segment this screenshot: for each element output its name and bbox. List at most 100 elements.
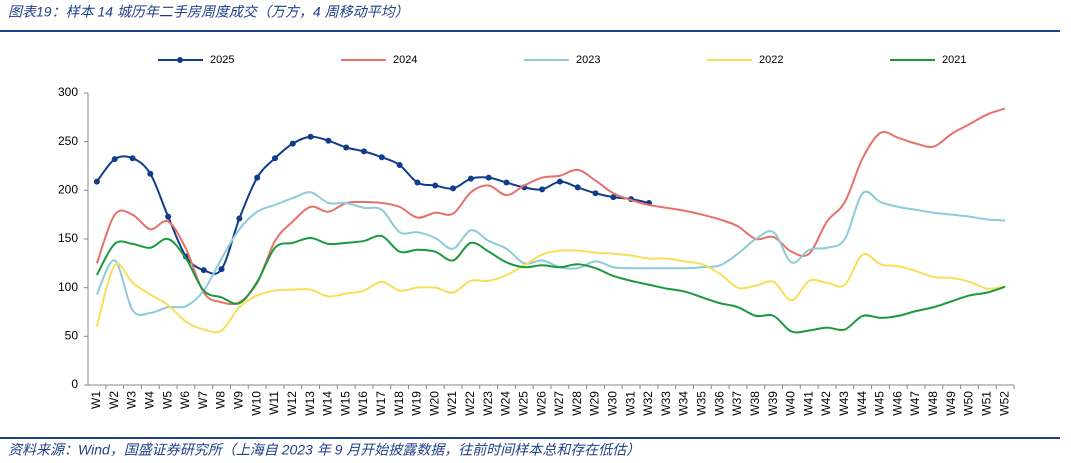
x-tick-label: W10 (249, 391, 263, 416)
series-line (95, 249, 1006, 334)
x-tick-label: W27 (552, 391, 566, 416)
legend-label: 2021 (942, 54, 966, 66)
point-marker (200, 267, 207, 274)
x-tick-label: W37 (730, 391, 744, 416)
point-marker (111, 156, 118, 163)
x-tick-label: W51 (979, 391, 993, 416)
point-marker (271, 155, 278, 162)
point-marker (503, 179, 510, 186)
legend-label: 2022 (759, 54, 783, 66)
x-tick-label: W2 (107, 391, 121, 409)
x-tick-label: W47 (908, 391, 922, 416)
x-tick-label: W32 (641, 391, 655, 416)
x-tick-label: W22 (463, 391, 477, 416)
x-tick-label: W38 (748, 391, 762, 416)
y-tick-label: 300 (58, 85, 78, 99)
x-tick-label: W5 (160, 391, 174, 409)
x-tick-label: W40 (784, 391, 798, 416)
point-marker (450, 185, 457, 192)
x-tick-label: W31 (623, 391, 637, 416)
x-tick-label: W44 (855, 391, 869, 416)
x-tick-label: W7 (196, 391, 210, 409)
point-marker (574, 184, 581, 191)
x-tick-label: W6 (178, 391, 192, 409)
x-tick-label: W36 (712, 391, 726, 416)
x-tick-label: W16 (356, 391, 370, 416)
point-marker (556, 178, 563, 185)
x-tick-label: W14 (321, 391, 335, 416)
x-tick-label: W52 (997, 391, 1011, 416)
y-tick-label: 250 (58, 134, 78, 148)
point-marker (218, 266, 225, 273)
legend-label: 2025 (210, 54, 234, 66)
chart-title: 图表19：样本 14 城历年二手房周度成交（万方，4 周移动平均） (8, 4, 409, 20)
x-tick-label: W20 (427, 391, 441, 416)
x-tick-label: W49 (944, 391, 958, 416)
x-tick-label: W39 (766, 391, 780, 416)
point-marker (467, 175, 474, 182)
x-tick-label: W19 (410, 391, 424, 416)
point-marker (129, 155, 136, 162)
y-tick-label: 100 (58, 280, 78, 294)
y-tick-label: 50 (65, 329, 79, 343)
x-tick-label: W30 (605, 391, 619, 416)
series-line (95, 190, 1006, 316)
x-tick-label: W35 (695, 391, 709, 416)
x-tick-label: W29 (588, 391, 602, 416)
x-tick-label: W11 (267, 391, 281, 415)
series-line (96, 234, 1006, 334)
x-tick-label: W18 (392, 391, 406, 416)
point-marker (307, 133, 314, 140)
point-marker (361, 148, 368, 155)
x-tick-label: W26 (534, 391, 548, 416)
point-marker (378, 154, 385, 161)
x-tick-label: W25 (516, 391, 530, 416)
point-marker (254, 174, 261, 181)
point-marker (539, 186, 546, 193)
x-tick-label: W28 (570, 391, 584, 416)
x-tick-label: W48 (926, 391, 940, 416)
legend-marker (177, 57, 183, 63)
legend-label: 2024 (393, 54, 417, 66)
x-tick-label: W24 (499, 391, 513, 416)
point-marker (592, 190, 599, 197)
x-tick-label: W45 (873, 391, 887, 416)
point-marker (165, 213, 172, 220)
point-marker (325, 137, 332, 144)
y-tick-label: 150 (58, 231, 78, 245)
x-tick-label: W34 (677, 391, 691, 416)
point-marker (289, 140, 296, 147)
legend-label: 2023 (576, 54, 600, 66)
x-tick-label: W15 (338, 391, 352, 416)
series-line (96, 135, 650, 275)
x-tick-label: W46 (890, 391, 904, 416)
point-marker (414, 179, 421, 186)
x-tick-label: W41 (801, 391, 815, 416)
x-tick-label: W3 (125, 391, 139, 409)
point-marker (236, 215, 243, 222)
point-marker (147, 170, 154, 177)
x-tick-label: W12 (285, 391, 299, 416)
series-line (95, 107, 1006, 306)
y-tick-label: 200 (58, 183, 78, 197)
y-tick-label: 0 (71, 377, 78, 391)
point-marker (396, 162, 403, 169)
x-tick-label: W17 (374, 391, 388, 416)
point-marker (93, 178, 100, 185)
point-marker (343, 144, 350, 151)
point-marker (432, 182, 439, 189)
x-tick-label: W13 (303, 391, 317, 416)
x-tick-label: W42 (819, 391, 833, 416)
x-tick-label: W4 (142, 391, 156, 409)
source-note: 资料来源：Wind，国盛证券研究所（上海自 2023 年 9 月开始披露数据，往… (8, 442, 640, 458)
x-tick-label: W43 (837, 391, 851, 416)
x-tick-label: W9 (232, 391, 246, 409)
point-marker (610, 194, 617, 201)
point-marker (485, 174, 492, 181)
x-tick-label: W33 (659, 391, 673, 416)
x-tick-label: W8 (214, 391, 228, 409)
x-tick-label: W50 (962, 391, 976, 416)
x-tick-label: W23 (481, 391, 495, 416)
x-tick-label: W1 (89, 391, 103, 409)
